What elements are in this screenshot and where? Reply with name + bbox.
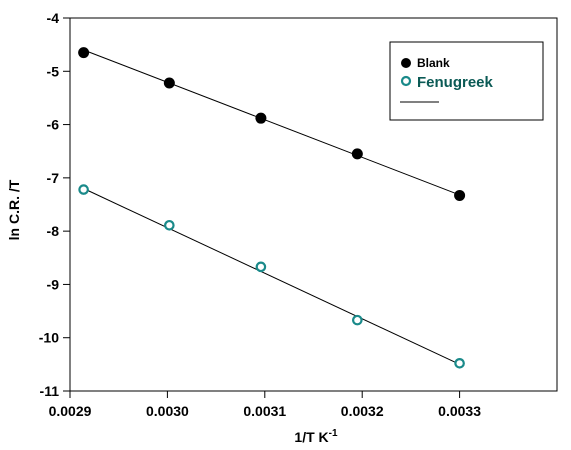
y-axis-title: ln C.R. /T [6, 179, 22, 240]
x-axis-title: 1/T K-1 [294, 428, 338, 445]
legend-label-fenugreek: Fenugreek [417, 74, 494, 91]
point-blank [454, 189, 466, 201]
y-tick-label: -10 [39, 330, 59, 346]
y-tick-label: -9 [47, 276, 60, 292]
legend-label-blank: Blank [417, 56, 450, 70]
x-tick-label: 0.0031 [243, 403, 286, 419]
x-axis-title-text: 1/T K [294, 429, 328, 445]
fit-lines [83, 49, 460, 365]
point-blank [163, 77, 175, 89]
plot-frame [69, 17, 558, 392]
y-tick-label: -5 [47, 63, 60, 79]
point-blank [351, 148, 363, 160]
legend: Blank Fenugreek [389, 41, 544, 121]
point-fenugreek [78, 184, 89, 195]
point-fenugreek [255, 261, 267, 273]
x-axis-title-superscript: -1 [329, 428, 338, 439]
axes: -4 -5 -6 -7 -8 -9 -10 -11 0.0029 0.0030 0.0031 0.00… [39, 10, 558, 419]
point-fenugreek [454, 357, 465, 369]
y-tick-label: -4 [47, 10, 60, 26]
y-tick-label: -7 [47, 170, 60, 186]
y-tick-label: -8 [47, 223, 60, 239]
point-fenugreek [352, 314, 363, 326]
legend-marker-fenugreek [400, 75, 412, 87]
point-fenugreek [164, 219, 175, 231]
legend-box [389, 41, 544, 121]
point-blank [78, 47, 90, 59]
legend-marker-blank [401, 58, 411, 68]
x-tick-label: 0.0029 [49, 403, 92, 419]
y-tick-label: -6 [47, 117, 60, 133]
x-tick-label: 0.0032 [341, 403, 384, 419]
data-points [78, 47, 466, 369]
x-tick-label: 0.0030 [146, 403, 189, 419]
point-blank [255, 112, 267, 124]
y-tick-label: -11 [40, 383, 60, 399]
fit-line-fenugreek [83, 188, 460, 365]
fit-line-blank [83, 49, 460, 196]
x-tick-label: 0.0033 [438, 403, 481, 419]
